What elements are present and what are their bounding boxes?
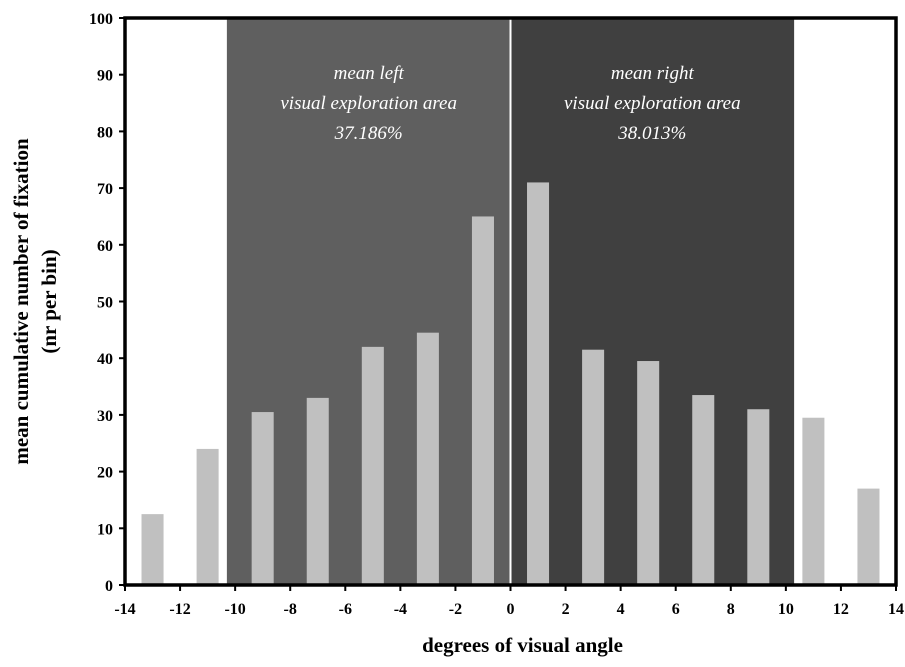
- x-tick-label-6: -2: [449, 601, 462, 618]
- region-1-label-2: 38.013%: [617, 123, 686, 144]
- bar-10: [692, 395, 715, 585]
- bars: [141, 182, 880, 585]
- y-axis-title-line-1: (nr per bin): [37, 249, 61, 353]
- y-axis-title: mean cumulative number of fixation (nr pe…: [9, 138, 61, 465]
- y-axis-ticks: 0 10 20 30 40 50 60 70 80 90 100: [89, 11, 125, 595]
- bar-7: [527, 182, 550, 585]
- x-tick-label-3: -8: [284, 601, 297, 618]
- x-tick-label-2: -10: [224, 601, 245, 618]
- bar-0: [141, 514, 164, 585]
- region-0-label-1: visual exploration area: [280, 93, 457, 114]
- x-tick-label-11: 8: [727, 601, 735, 618]
- y-tick-label-7: 70: [97, 181, 113, 198]
- region-1-label-1: visual exploration area: [564, 93, 741, 114]
- x-tick-label-1: -12: [169, 601, 190, 618]
- bar-2: [251, 412, 274, 585]
- y-axis-title-line-0: mean cumulative number of fixation: [9, 138, 33, 465]
- region-annotations: mean left visual exploration area 37.186% m…: [280, 63, 740, 144]
- y-tick-label-0: 0: [105, 578, 113, 595]
- x-axis-title: degrees of visual angle: [422, 633, 623, 657]
- y-tick-label-1: 10: [97, 521, 113, 538]
- x-tick-label-14: 14: [888, 601, 904, 618]
- bar-6: [471, 216, 494, 585]
- region-1-label-0: mean right: [611, 63, 695, 84]
- y-tick-label-2: 20: [97, 465, 113, 482]
- x-tick-label-5: -4: [394, 601, 407, 618]
- bar-8: [582, 349, 605, 585]
- x-tick-label-8: 2: [562, 601, 570, 618]
- bar-9: [637, 361, 660, 585]
- x-tick-label-13: 12: [833, 601, 849, 618]
- x-tick-label-4: -6: [339, 601, 352, 618]
- x-tick-label-10: 6: [672, 601, 680, 618]
- bar-4: [361, 346, 384, 585]
- region-0-label-2: 37.186%: [334, 123, 403, 144]
- y-tick-label-9: 90: [97, 68, 113, 85]
- y-tick-label-10: 100: [89, 11, 113, 28]
- y-tick-label-6: 60: [97, 238, 113, 255]
- bar-12: [802, 417, 825, 585]
- x-tick-label-9: 4: [617, 601, 625, 618]
- x-axis-ticks: -14 -12 -10 -8 -6 -4 -2 0 2 4 6 8 10 12 14: [114, 585, 904, 618]
- exploration-regions: [226, 18, 795, 585]
- bar-13: [857, 488, 880, 585]
- bar-5: [416, 332, 439, 585]
- bar-11: [747, 409, 770, 585]
- y-tick-label-3: 30: [97, 408, 113, 425]
- bar-3: [306, 397, 329, 585]
- y-tick-label-4: 40: [97, 351, 113, 368]
- x-tick-label-0: -14: [114, 601, 135, 618]
- bar-1: [196, 448, 219, 585]
- x-tick-label-12: 10: [778, 601, 794, 618]
- x-tick-label-7: 0: [507, 601, 515, 618]
- y-tick-label-5: 50: [97, 295, 113, 312]
- region-0-label-0: mean left: [334, 63, 405, 84]
- y-tick-label-8: 80: [97, 124, 113, 141]
